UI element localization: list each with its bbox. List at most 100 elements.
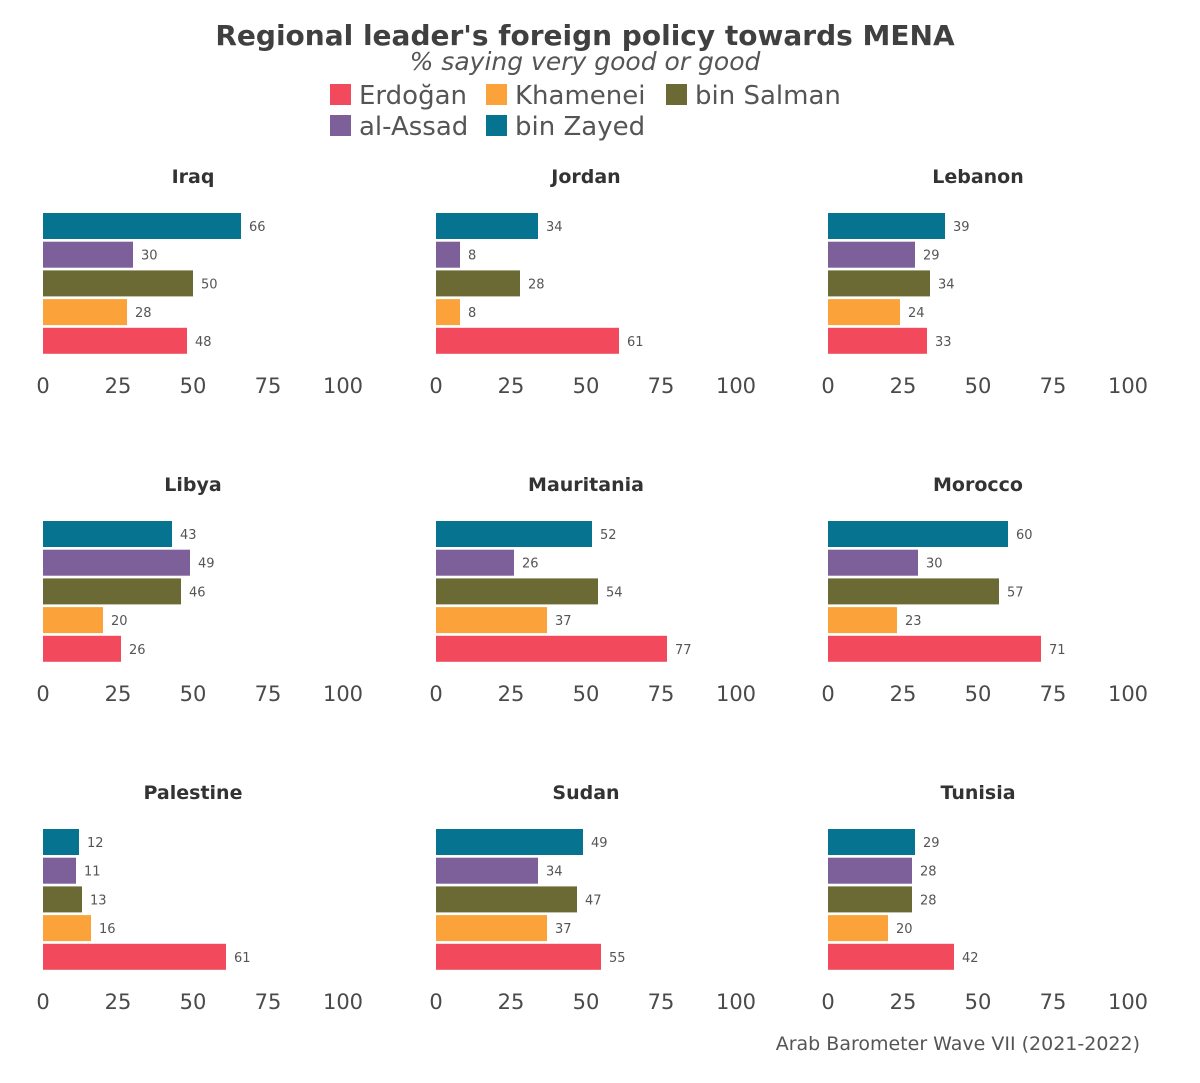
bar-mauritania-al-assad: [436, 549, 514, 576]
data-label-lebanon-bin-zayed: 39: [953, 220, 970, 235]
bar-sudan-bin-salman: [436, 886, 577, 913]
x-tick-libya-0: 0: [36, 682, 49, 706]
data-label-tunisia-bin-zayed: 29: [923, 836, 940, 851]
x-tick-libya-50: 50: [180, 682, 207, 706]
data-label-palestine-bin-salman: 13: [90, 893, 107, 908]
x-tick-iraq-100: 100: [323, 374, 363, 398]
data-label-libya-bin-zayed: 43: [180, 528, 197, 543]
panel-jordan: Jordan 34 8 28 8 61 0 25 50 75 100: [429, 166, 756, 398]
x-tick-morocco-0: 0: [821, 682, 834, 706]
bar-jordan-erdogan: [436, 327, 619, 354]
bar-sudan-al-assad: [436, 857, 538, 884]
panel-iraq: Iraq 66 30 50 28 48 0 25 50 75 100: [36, 166, 363, 398]
legend: Erdoğan Khamenei bin Salman al-Assad bin Zay…: [330, 81, 841, 142]
x-tick-jordan-100: 100: [716, 374, 756, 398]
data-label-iraq-bin-salman: 50: [201, 277, 218, 292]
panel-title-iraq: Iraq: [172, 166, 215, 188]
bar-libya-bin-salman: [43, 578, 181, 605]
data-label-tunisia-erdogan: 42: [962, 951, 979, 966]
x-tick-sudan-0: 0: [429, 990, 442, 1014]
data-label-palestine-al-assad: 11: [84, 865, 101, 880]
x-tick-sudan-25: 25: [498, 990, 525, 1014]
x-tick-sudan-100: 100: [716, 990, 756, 1014]
data-label-tunisia-bin-salman: 28: [920, 893, 937, 908]
x-tick-iraq-75: 75: [255, 374, 282, 398]
data-label-palestine-khamenei: 16: [99, 922, 116, 937]
x-tick-lebanon-75: 75: [1040, 374, 1067, 398]
legend-swatch-al-assad: [330, 115, 351, 136]
x-tick-sudan-50: 50: [573, 990, 600, 1014]
data-label-iraq-erdogan: 48: [195, 335, 212, 350]
data-label-mauritania-khamenei: 37: [555, 614, 572, 629]
x-tick-tunisia-100: 100: [1108, 990, 1148, 1014]
x-tick-jordan-75: 75: [648, 374, 675, 398]
data-label-sudan-al-assad: 34: [546, 865, 563, 880]
x-tick-morocco-75: 75: [1040, 682, 1067, 706]
panel-title-libya: Libya: [164, 474, 221, 496]
bar-tunisia-bin-salman: [828, 886, 912, 913]
legend-label-erdogan: Erdoğan: [359, 81, 467, 111]
x-tick-libya-100: 100: [323, 682, 363, 706]
x-tick-sudan-75: 75: [648, 990, 675, 1014]
legend-item-bin-zayed: bin Zayed: [486, 112, 645, 142]
bar-iraq-al-assad: [43, 241, 133, 268]
bar-mauritania-khamenei: [436, 607, 547, 634]
x-tick-libya-75: 75: [255, 682, 282, 706]
x-tick-iraq-25: 25: [105, 374, 132, 398]
legend-swatch-bin-zayed: [486, 115, 507, 136]
panel-tunisia: Tunisia 29 28 28 20 42 0 25 50 75 100: [821, 782, 1148, 1014]
data-label-iraq-bin-zayed: 66: [249, 220, 266, 235]
bar-iraq-khamenei: [43, 299, 127, 326]
x-tick-tunisia-25: 25: [890, 990, 917, 1014]
bar-palestine-bin-salman: [43, 886, 82, 913]
chart-caption: Arab Barometer Wave VII (2021-2022): [776, 1033, 1140, 1055]
x-tick-tunisia-0: 0: [821, 990, 834, 1014]
bar-libya-erdogan: [43, 635, 121, 662]
data-label-jordan-al-assad: 8: [468, 249, 476, 264]
data-label-lebanon-al-assad: 29: [923, 249, 940, 264]
data-label-mauritania-erdogan: 77: [675, 643, 692, 658]
data-label-mauritania-al-assad: 26: [522, 557, 539, 572]
bar-sudan-khamenei: [436, 915, 547, 942]
bar-lebanon-al-assad: [828, 241, 915, 268]
data-label-jordan-bin-salman: 28: [528, 277, 545, 292]
bar-morocco-khamenei: [828, 607, 897, 634]
legend-item-erdogan: Erdoğan: [330, 81, 467, 111]
bar-mauritania-erdogan: [436, 635, 667, 662]
bar-mauritania-bin-salman: [436, 578, 598, 605]
data-label-jordan-bin-zayed: 34: [546, 220, 563, 235]
bar-palestine-al-assad: [43, 857, 76, 884]
x-tick-palestine-75: 75: [255, 990, 282, 1014]
bar-palestine-khamenei: [43, 915, 91, 942]
x-tick-tunisia-75: 75: [1040, 990, 1067, 1014]
panel-mauritania: Mauritania 52 26 54 37 77 0 25 50 75 100: [429, 474, 756, 706]
legend-swatch-khamenei: [486, 84, 507, 105]
panel-morocco: Morocco 60 30 57 23 71 0 25 50 75 100: [821, 474, 1148, 706]
bar-palestine-erdogan: [43, 943, 226, 970]
x-tick-mauritania-100: 100: [716, 682, 756, 706]
bar-morocco-bin-zayed: [828, 521, 1008, 547]
x-tick-palestine-25: 25: [105, 990, 132, 1014]
data-label-sudan-khamenei: 37: [555, 922, 572, 937]
x-tick-jordan-25: 25: [498, 374, 525, 398]
data-label-libya-khamenei: 20: [111, 614, 128, 629]
bar-lebanon-khamenei: [828, 299, 900, 326]
data-label-palestine-erdogan: 61: [234, 951, 251, 966]
panel-title-morocco: Morocco: [933, 474, 1023, 496]
panel-sudan: Sudan 49 34 47 37 55 0 25 50 75 100: [429, 782, 756, 1014]
data-label-lebanon-erdogan: 33: [935, 335, 952, 350]
x-tick-lebanon-50: 50: [965, 374, 992, 398]
x-tick-libya-25: 25: [105, 682, 132, 706]
bar-iraq-bin-zayed: [43, 213, 241, 239]
x-tick-morocco-50: 50: [965, 682, 992, 706]
data-label-morocco-khamenei: 23: [905, 614, 922, 629]
legend-swatch-bin-salman: [666, 84, 687, 105]
legend-item-bin-salman: bin Salman: [666, 81, 841, 111]
bar-mauritania-bin-zayed: [436, 521, 592, 547]
bar-libya-bin-zayed: [43, 521, 172, 547]
panel-lebanon: Lebanon 39 29 34 24 33 0 25 50 75 100: [821, 166, 1148, 398]
data-label-jordan-khamenei: 8: [468, 306, 476, 321]
legend-label-bin-zayed: bin Zayed: [515, 112, 645, 142]
bar-libya-khamenei: [43, 607, 103, 634]
panel-palestine: Palestine 12 11 13 16 61 0 25 50 75 100: [36, 782, 363, 1014]
